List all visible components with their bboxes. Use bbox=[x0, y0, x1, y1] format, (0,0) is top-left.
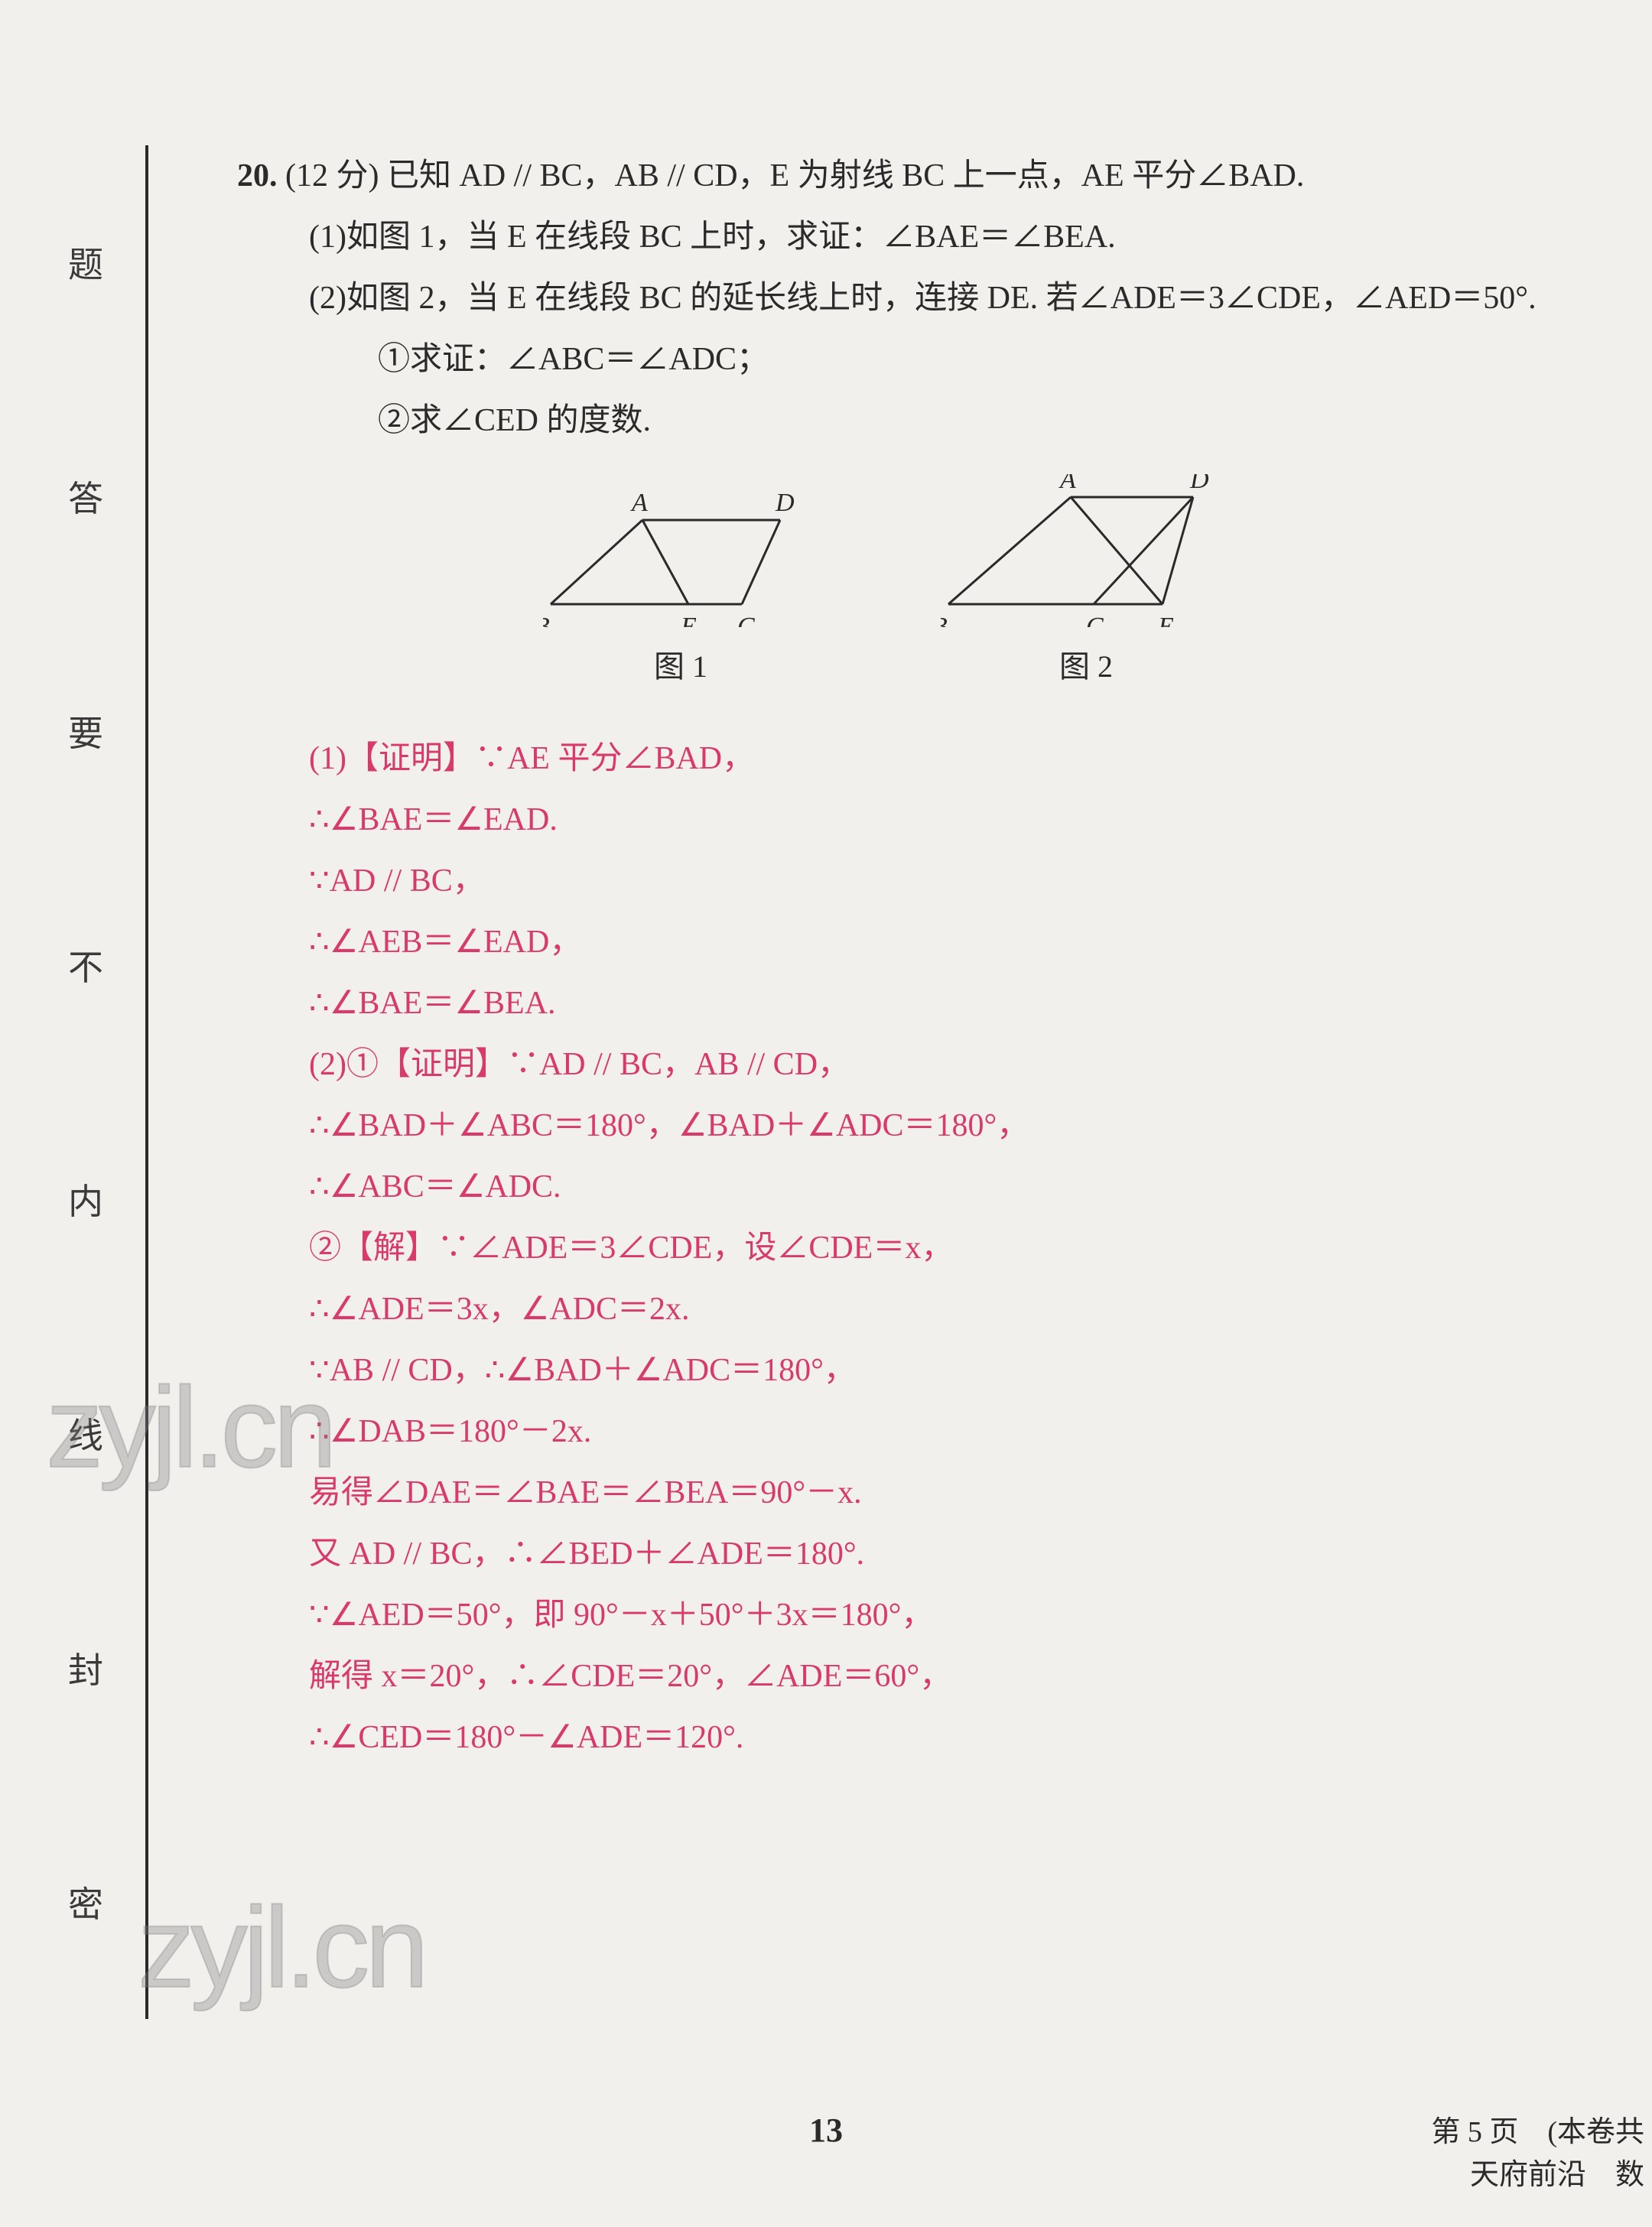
question-number: 20. bbox=[237, 158, 278, 193]
question-part2: (2)如图 2，当 E 在线段 BC 的延长线上时，连接 DE. 若∠ADE＝3… bbox=[237, 268, 1583, 329]
footer-line1: 第 5 页 (本卷共 bbox=[1431, 2111, 1644, 2154]
margin-text: 题 答 要 不 内 线 封 密 bbox=[54, 145, 122, 2019]
margin-char: 不 bbox=[68, 940, 108, 990]
question-part2-sub1: ①求证：∠ABC＝∠ADC； bbox=[237, 329, 1583, 390]
solution-line: ∴∠DAB＝180°－2x. bbox=[237, 1401, 1583, 1462]
figures: A D B E C 图 1 A D B C E 图 2 bbox=[543, 474, 1583, 697]
question-part2-sub2: ②求∠CED 的度数. bbox=[237, 390, 1583, 451]
solution-line: ∴∠AEB＝∠EAD， bbox=[237, 912, 1583, 973]
page-number: 13 bbox=[0, 2111, 1652, 2150]
solution-line: ∵∠AED＝50°，即 90°－x＋50°＋3x＝180°， bbox=[237, 1585, 1583, 1646]
margin-char: 封 bbox=[68, 1643, 108, 1693]
solution-line: (1)【证明】∵AE 平分∠BAD， bbox=[237, 728, 1583, 789]
watermark: zyjl.cn bbox=[46, 1361, 333, 1494]
svg-text:B: B bbox=[543, 613, 550, 627]
solution-line: ∴∠ADE＝3x，∠ADC＝2x. bbox=[237, 1279, 1583, 1340]
footer: 第 5 页 (本卷共 天府前沿 数 bbox=[1431, 2111, 1644, 2196]
solution-line: ∵AD // BC， bbox=[237, 850, 1583, 912]
figure-1-caption: 图 1 bbox=[654, 636, 707, 697]
figure-2-svg: A D B C E bbox=[941, 474, 1231, 627]
question-points: (12 分) bbox=[285, 158, 379, 193]
margin-char: 要 bbox=[68, 706, 108, 756]
margin-char: 题 bbox=[68, 237, 108, 288]
svg-text:C: C bbox=[737, 613, 755, 627]
watermark: zyjl.cn bbox=[138, 1881, 424, 2014]
solution-line: ∴∠CED＝180°－∠ADE＝120°. bbox=[237, 1707, 1583, 1768]
margin-char: 密 bbox=[68, 1877, 108, 1927]
figure-1-svg: A D B E C bbox=[543, 489, 818, 627]
margin-rule bbox=[145, 145, 148, 2019]
solution-line: ∴∠BAD＋∠ABC＝180°，∠BAD＋∠ADC＝180°， bbox=[237, 1095, 1583, 1156]
svg-text:C: C bbox=[1086, 613, 1104, 627]
svg-text:D: D bbox=[1189, 474, 1209, 494]
solution-line: ∴∠BAE＝∠BEA. bbox=[237, 973, 1583, 1034]
margin-char: 内 bbox=[68, 1174, 108, 1224]
svg-text:A: A bbox=[630, 489, 648, 517]
footer-line2: 天府前沿 数 bbox=[1431, 2154, 1644, 2196]
content: 20. (12 分) 已知 AD // BC，AB // CD，E 为射线 BC… bbox=[237, 145, 1583, 1768]
page: 题 答 要 不 内 线 封 密 20. (12 分) 已知 AD // BC，A… bbox=[0, 0, 1652, 2227]
question-stem: 20. (12 分) 已知 AD // BC，AB // CD，E 为射线 BC… bbox=[237, 145, 1583, 206]
question-text: 已知 AD // BC，AB // CD，E 为射线 BC 上一点，AE 平分∠… bbox=[387, 158, 1304, 193]
svg-text:D: D bbox=[775, 489, 795, 517]
figure-2-caption: 图 2 bbox=[1059, 636, 1113, 697]
question-part1: (1)如图 1，当 E 在线段 BC 上时，求证：∠BAE＝∠BEA. bbox=[237, 206, 1583, 268]
figure-1: A D B E C 图 1 bbox=[543, 489, 818, 697]
solution: (1)【证明】∵AE 平分∠BAD，∴∠BAE＝∠EAD.∵AD // BC，∴… bbox=[237, 728, 1583, 1768]
solution-line: 解得 x＝20°，∴∠CDE＝20°，∠ADE＝60°， bbox=[237, 1646, 1583, 1707]
solution-line: ∵AB // CD，∴∠BAD＋∠ADC＝180°， bbox=[237, 1340, 1583, 1401]
solution-line: ∴∠BAE＝∠EAD. bbox=[237, 789, 1583, 850]
svg-text:E: E bbox=[680, 613, 697, 627]
solution-line: 易得∠DAE＝∠BAE＝∠BEA＝90°－x. bbox=[237, 1462, 1583, 1523]
solution-line: ∴∠ABC＝∠ADC. bbox=[237, 1156, 1583, 1218]
svg-text:A: A bbox=[1059, 474, 1076, 494]
svg-text:E: E bbox=[1157, 613, 1174, 627]
solution-line: 又 AD // BC，∴∠BED＋∠ADE＝180°. bbox=[237, 1523, 1583, 1585]
solution-line: (2)①【证明】∵AD // BC，AB // CD， bbox=[237, 1034, 1583, 1095]
margin-char: 答 bbox=[68, 471, 108, 522]
figure-2: A D B C E 图 2 bbox=[941, 474, 1231, 697]
svg-text:B: B bbox=[941, 613, 948, 627]
solution-line: ②【解】∵∠ADE＝3∠CDE，设∠CDE＝x， bbox=[237, 1218, 1583, 1279]
